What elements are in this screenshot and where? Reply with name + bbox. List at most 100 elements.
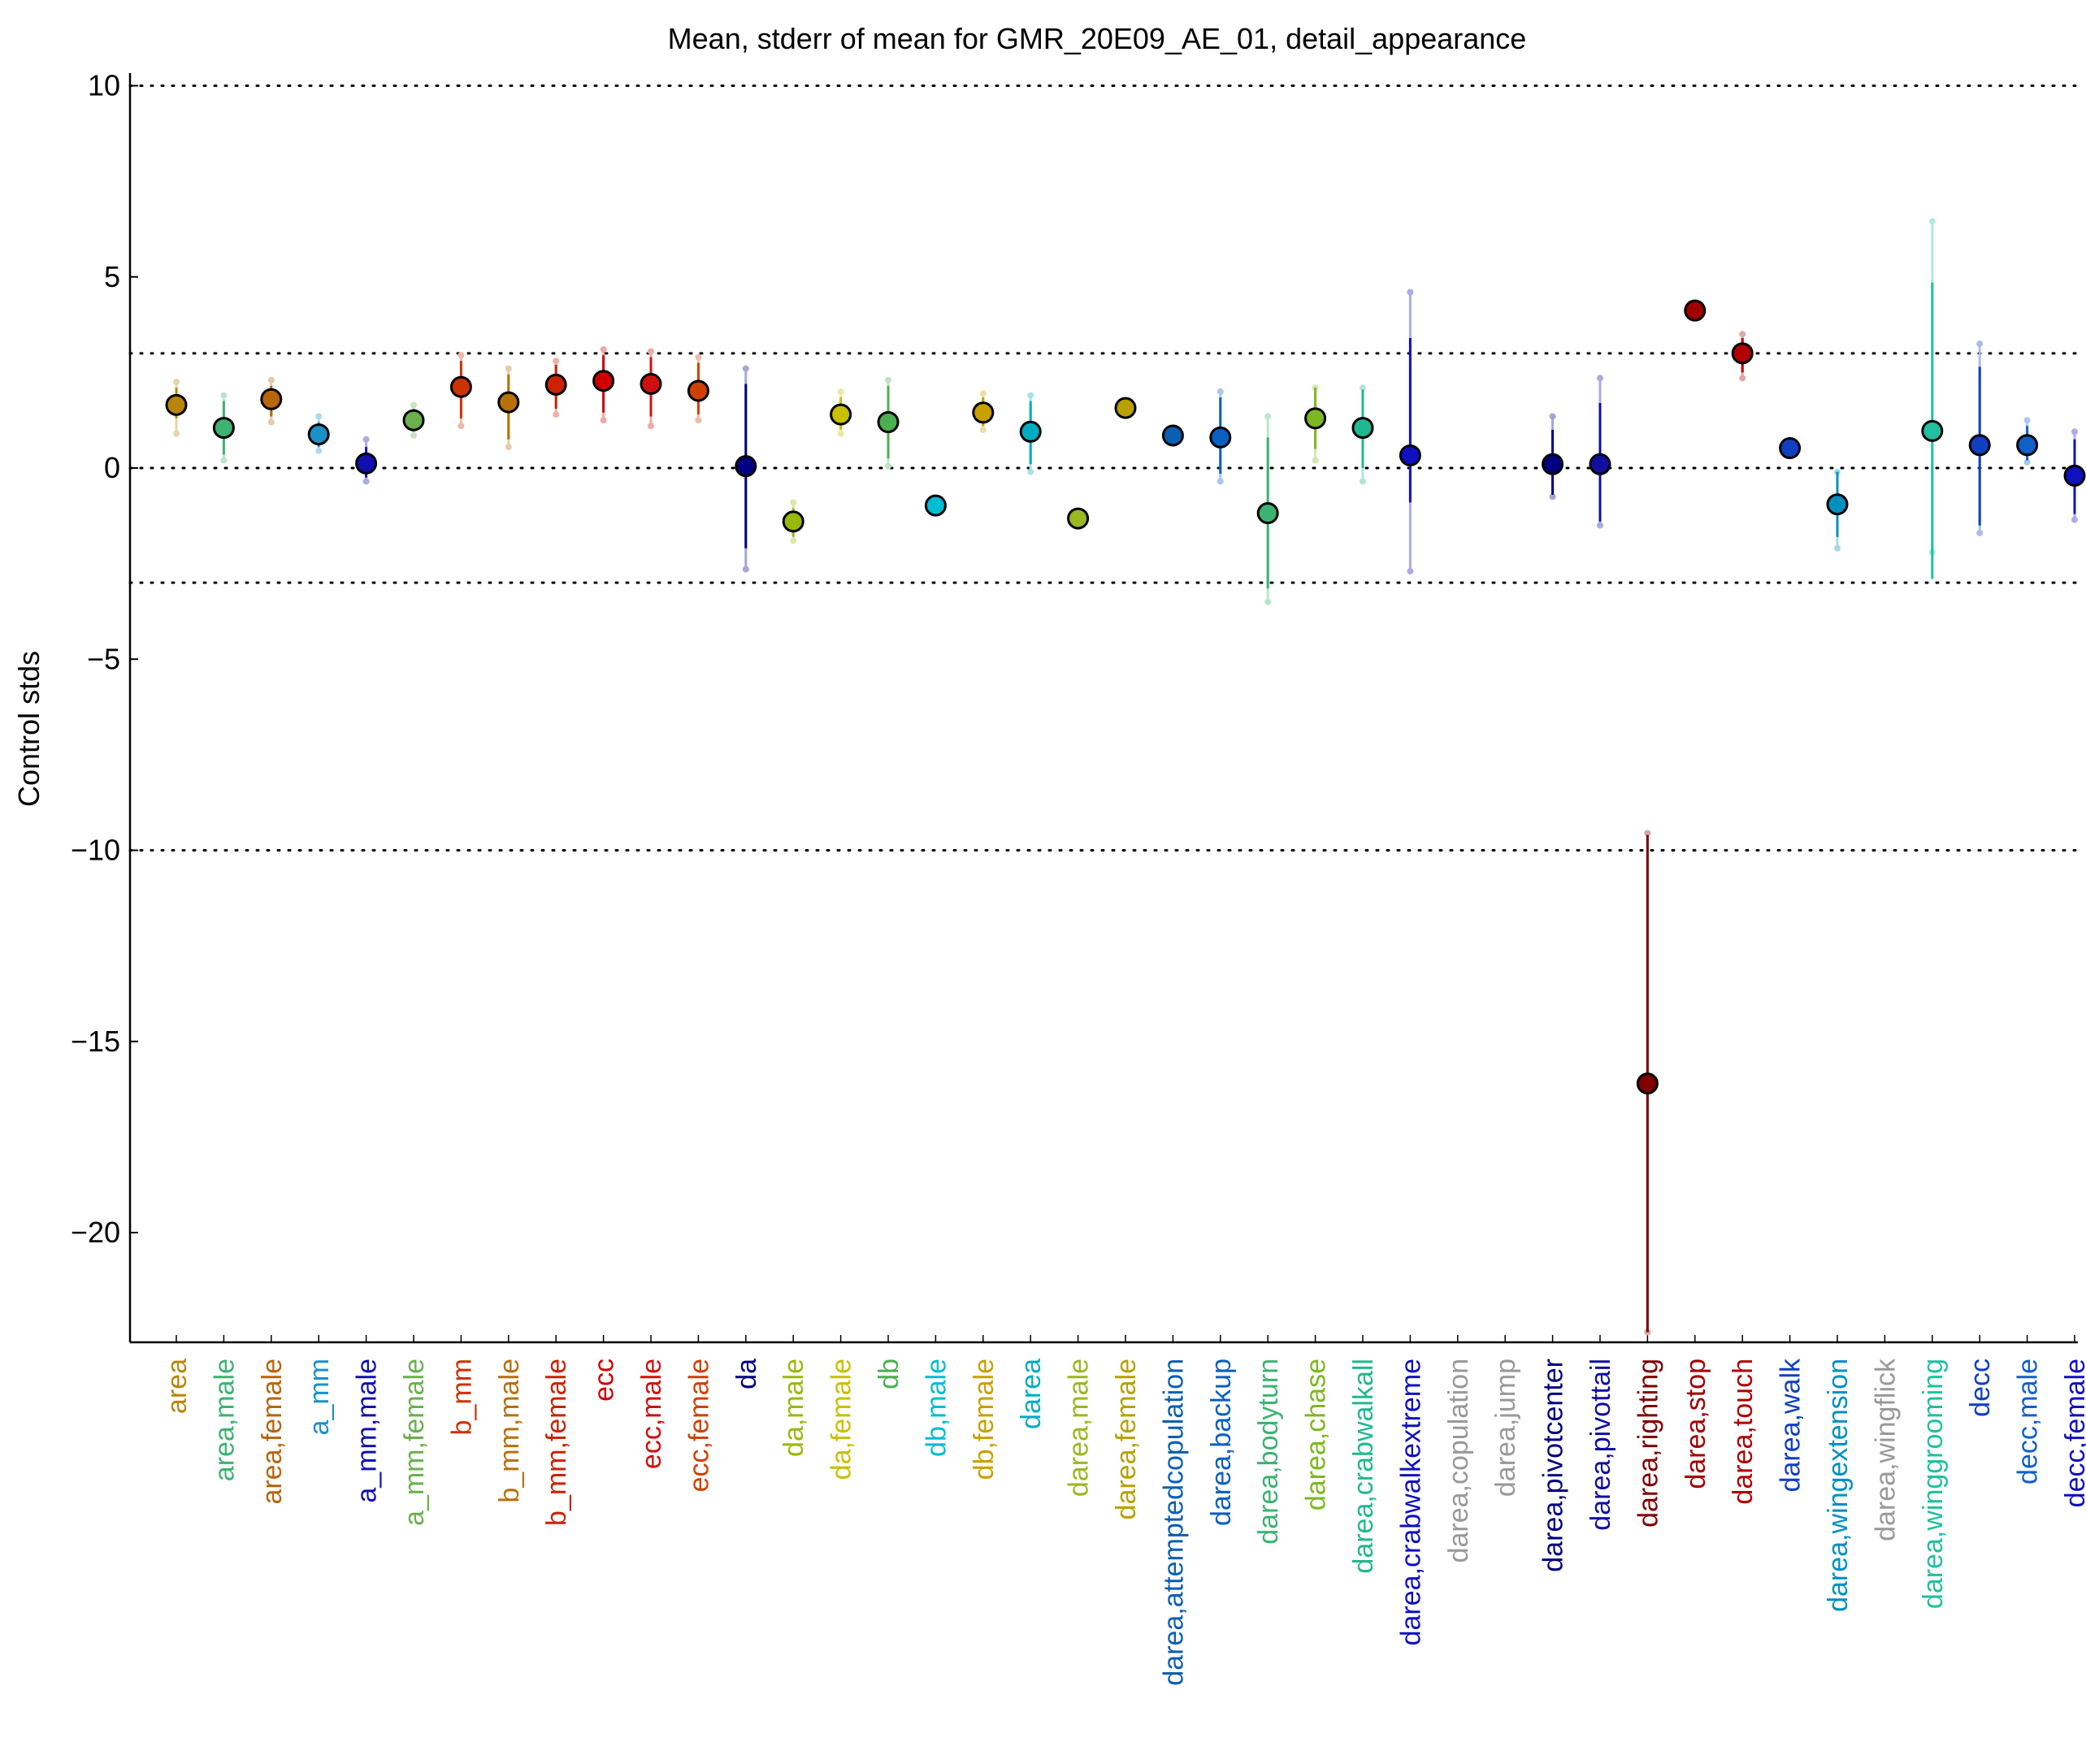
mean-point	[260, 388, 283, 410]
mean-point	[1209, 426, 1232, 449]
range-end-marker	[2071, 428, 2078, 436]
x-tick-label: darea,winggrooming	[1918, 1359, 1949, 1609]
x-tick-label: darea,female	[1111, 1359, 1142, 1519]
range-end-marker	[1597, 375, 1603, 382]
mean-point	[830, 403, 852, 426]
range-end-marker	[220, 457, 228, 464]
x-tick-label: darea,backup	[1206, 1359, 1237, 1526]
range-end-marker	[837, 388, 844, 395]
range-end-marker	[1644, 830, 1651, 837]
range-end-marker	[1407, 288, 1414, 296]
x-tick-label: darea,chase	[1301, 1359, 1332, 1510]
range-end-marker	[790, 499, 797, 506]
mean-point	[1256, 502, 1279, 525]
range-end-marker	[1739, 375, 1746, 382]
x-tick-label: darea,wingflick	[1870, 1358, 1901, 1541]
range-end-marker	[837, 430, 844, 437]
y-tick-label: −15	[71, 1025, 120, 1058]
range-end-marker	[173, 430, 180, 437]
data-points	[165, 299, 2086, 1095]
x-tick-label: darea,pivotcenter	[1538, 1359, 1569, 1572]
range-end-marker	[1976, 340, 1984, 348]
range-end-marker	[1928, 218, 1936, 225]
range-end-marker	[362, 478, 370, 485]
mean-point	[1779, 437, 1802, 460]
mean-point	[782, 510, 804, 533]
x-tick-label: b_mm,male	[494, 1359, 525, 1503]
mean-point	[449, 375, 472, 398]
x-tick-label: darea,wingextension	[1823, 1359, 1854, 1612]
x-tick-label: db	[874, 1359, 904, 1389]
mean-point	[1921, 419, 1944, 442]
range-end-marker	[267, 418, 275, 426]
x-tick-label: decc,female	[2060, 1359, 2086, 1507]
mean-point	[1542, 453, 1564, 475]
range-end-marker	[979, 426, 987, 433]
x-tick-label: db,female	[969, 1359, 1000, 1480]
mean-point	[2016, 434, 2039, 457]
y-tick-label: 0	[104, 451, 120, 484]
range-end-marker	[315, 413, 323, 420]
range-end-marker	[1976, 529, 1984, 536]
mean-point	[1968, 434, 1991, 457]
y-tick-label: 10	[88, 69, 120, 102]
axes	[128, 73, 2078, 1344]
x-tick-label: area	[162, 1359, 193, 1414]
range-end-marker	[2023, 417, 2031, 424]
range-end-marker	[742, 566, 749, 573]
y-tick-label: 5	[104, 260, 120, 293]
range-end-marker	[885, 462, 891, 470]
x-tick-label: a_mm,female	[399, 1359, 430, 1526]
y-tick-label: −5	[87, 642, 120, 675]
mean-point	[924, 494, 947, 517]
mean-point	[165, 393, 188, 416]
mean-point	[1731, 342, 1754, 365]
range-end-marker	[458, 352, 465, 359]
range-end-marker	[362, 436, 370, 443]
mean-point	[972, 401, 995, 424]
mean-point	[735, 455, 757, 478]
range-end-marker	[173, 379, 180, 386]
range-end-marker	[1407, 568, 1414, 575]
mean-point	[497, 391, 520, 414]
range-end-marker	[1360, 384, 1366, 392]
range-end-marker	[2023, 458, 2031, 466]
x-tick-label: darea,copulation	[1443, 1359, 1474, 1562]
range-end-marker	[2071, 516, 2078, 523]
mean-point	[1114, 397, 1137, 419]
mean-point	[1399, 444, 1421, 466]
range-end-marker	[410, 432, 417, 440]
range-end-marker	[1597, 522, 1603, 529]
range-end-marker	[267, 376, 275, 384]
range-end-marker	[695, 417, 702, 424]
range-end-marker	[790, 537, 797, 544]
range-end-marker	[742, 365, 749, 372]
range-end-marker	[1216, 388, 1224, 395]
range-end-marker	[979, 390, 987, 397]
x-tick-label: da,male	[778, 1359, 809, 1457]
mean-point	[877, 411, 900, 434]
range-end-marker	[695, 353, 702, 361]
range-end-marker	[648, 423, 654, 430]
mean-point	[1304, 407, 1327, 430]
mean-point	[307, 423, 330, 446]
range-end-marker	[1216, 478, 1224, 485]
mean-point	[1019, 420, 1042, 443]
range-end-marker	[1360, 478, 1366, 485]
x-tick-label: darea,touch	[1728, 1359, 1759, 1505]
x-tick-label: b_mm	[446, 1359, 477, 1435]
x-tick-label: darea,walk	[1776, 1358, 1806, 1492]
reference-lines	[128, 85, 2079, 852]
range-end-marker	[1739, 331, 1746, 338]
range-end-marker	[1549, 413, 1556, 420]
range-end-marker	[505, 365, 512, 372]
mean-point	[1684, 299, 1707, 322]
x-tick-label: decc,male	[2013, 1359, 2044, 1484]
x-tick-label: ecc,male	[636, 1359, 667, 1469]
x-tick-label: a_mm	[304, 1359, 335, 1435]
mean-point	[212, 417, 235, 440]
x-ticks: area area,male area,female a_mm a_mm,male a_m…	[162, 1335, 2086, 1686]
x-tick-label: darea,bodyturn	[1253, 1359, 1284, 1545]
x-tick-label: darea,righting	[1633, 1359, 1663, 1528]
